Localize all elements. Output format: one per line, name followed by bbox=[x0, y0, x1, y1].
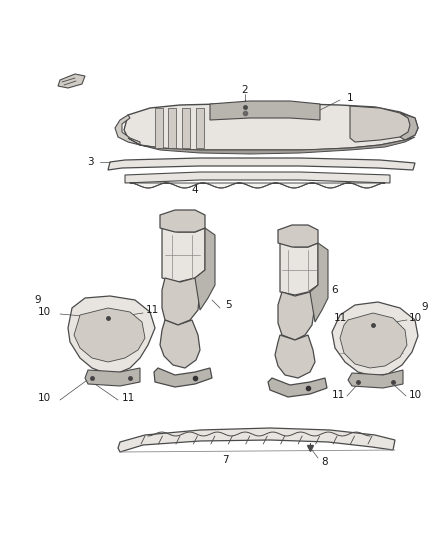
Polygon shape bbox=[130, 183, 385, 188]
Polygon shape bbox=[182, 108, 190, 148]
Text: 2: 2 bbox=[242, 85, 248, 95]
Text: 11: 11 bbox=[332, 390, 345, 400]
Polygon shape bbox=[278, 225, 318, 247]
Polygon shape bbox=[85, 368, 140, 386]
Polygon shape bbox=[125, 172, 390, 183]
Text: 10: 10 bbox=[37, 307, 50, 317]
Polygon shape bbox=[350, 106, 412, 142]
Polygon shape bbox=[278, 292, 315, 340]
Text: 7: 7 bbox=[222, 455, 228, 465]
Text: 6: 6 bbox=[332, 285, 338, 295]
Polygon shape bbox=[154, 368, 212, 387]
Text: 10: 10 bbox=[409, 390, 422, 400]
Polygon shape bbox=[162, 228, 205, 282]
Text: 5: 5 bbox=[225, 300, 231, 310]
Polygon shape bbox=[162, 278, 200, 325]
Text: 1: 1 bbox=[347, 93, 353, 103]
Text: 9: 9 bbox=[421, 302, 428, 312]
Polygon shape bbox=[108, 158, 415, 170]
Text: 8: 8 bbox=[321, 457, 328, 467]
Polygon shape bbox=[195, 228, 215, 310]
Text: 11: 11 bbox=[145, 305, 159, 315]
Polygon shape bbox=[128, 137, 415, 154]
Polygon shape bbox=[310, 243, 328, 322]
Polygon shape bbox=[348, 370, 403, 388]
Text: 4: 4 bbox=[192, 185, 198, 195]
Text: 10: 10 bbox=[37, 393, 50, 403]
Text: 10: 10 bbox=[409, 313, 422, 323]
Polygon shape bbox=[332, 302, 418, 376]
Polygon shape bbox=[210, 101, 320, 120]
Polygon shape bbox=[168, 108, 176, 148]
Text: 3: 3 bbox=[87, 157, 93, 167]
Text: 9: 9 bbox=[35, 295, 41, 305]
Polygon shape bbox=[275, 335, 315, 378]
Text: 11: 11 bbox=[333, 313, 346, 323]
Polygon shape bbox=[68, 296, 155, 373]
Polygon shape bbox=[268, 378, 327, 397]
Polygon shape bbox=[58, 74, 85, 88]
Polygon shape bbox=[280, 243, 318, 295]
Polygon shape bbox=[118, 428, 395, 452]
Polygon shape bbox=[155, 108, 163, 148]
Polygon shape bbox=[124, 104, 418, 150]
Polygon shape bbox=[74, 308, 145, 362]
Polygon shape bbox=[400, 113, 418, 140]
Polygon shape bbox=[196, 108, 204, 148]
Polygon shape bbox=[160, 210, 205, 232]
Polygon shape bbox=[340, 313, 407, 368]
Polygon shape bbox=[160, 320, 200, 368]
Text: 11: 11 bbox=[121, 393, 134, 403]
Polygon shape bbox=[115, 115, 140, 145]
